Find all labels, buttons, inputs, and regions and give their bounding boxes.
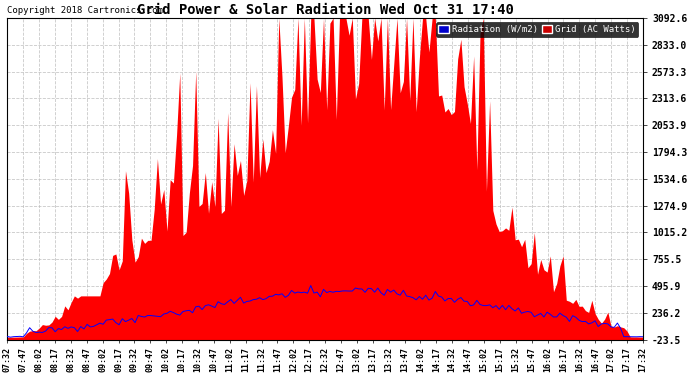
Text: Copyright 2018 Cartronics.com: Copyright 2018 Cartronics.com [8, 6, 163, 15]
Title: Grid Power & Solar Radiation Wed Oct 31 17:40: Grid Power & Solar Radiation Wed Oct 31 … [137, 3, 513, 17]
Legend: Radiation (W/m2), Grid (AC Watts): Radiation (W/m2), Grid (AC Watts) [435, 22, 638, 37]
